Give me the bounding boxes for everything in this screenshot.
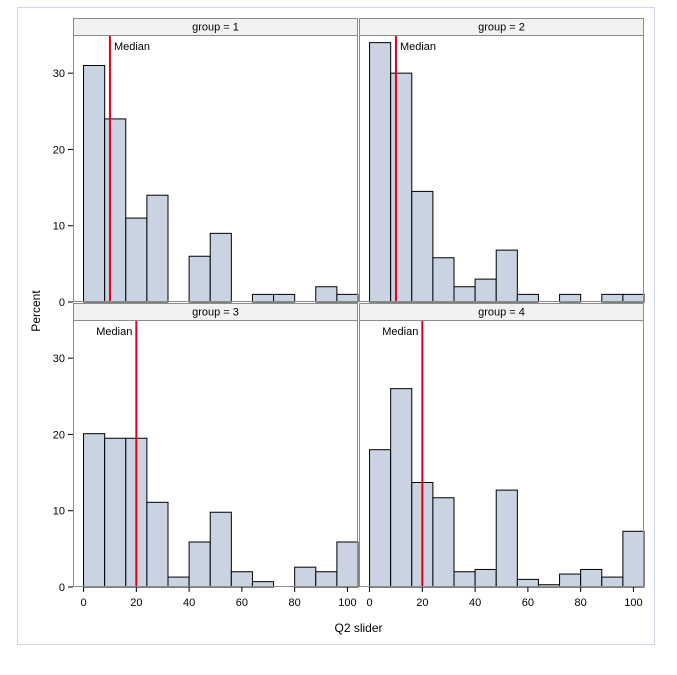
x-tick-label: 80	[289, 597, 301, 609]
histogram-bar	[336, 293, 359, 303]
panel-group-2: group = 2 Median	[359, 18, 645, 303]
x-tick-label: 60	[236, 597, 248, 609]
y-tick-label: 0	[59, 297, 65, 309]
histogram-bar	[188, 541, 211, 588]
panel-group-4: group = 4 Median 0 20 40 60 80 100	[359, 303, 645, 609]
histogram-bar	[601, 576, 624, 588]
plot-border	[73, 35, 358, 302]
histogram-bar	[474, 278, 497, 303]
histogram-bar	[188, 255, 211, 303]
median-label: Median	[114, 41, 150, 53]
x-tick-label: 0	[80, 597, 86, 609]
panel-title: group = 1	[192, 22, 239, 34]
y-tick-label: 20	[53, 429, 65, 441]
histogram-bar	[369, 42, 392, 303]
x-tick-label: 20	[130, 597, 142, 609]
histogram-bar	[432, 497, 455, 588]
histogram-bar	[209, 232, 232, 303]
x-tick-label: 40	[183, 597, 195, 609]
x-tick-label: 80	[575, 597, 587, 609]
x-tick-label: 40	[469, 597, 481, 609]
histogram-bar	[432, 257, 455, 303]
histogram-bar	[83, 65, 106, 303]
panel-group-1: group = 1 Median 0 10 20 30	[53, 18, 359, 309]
panel-group-3: group = 3 Median 0 10 20 30 0 20 40 60 80 100	[53, 303, 359, 609]
histogram-bar	[474, 568, 497, 588]
y-tick-label: 10	[53, 221, 65, 233]
histogram-bar	[294, 566, 317, 588]
x-tick-label: 0	[366, 597, 372, 609]
panel-title: group = 2	[478, 22, 525, 34]
histogram-bar	[104, 437, 127, 588]
y-tick-label: 0	[59, 582, 65, 594]
x-tick-label: 60	[522, 597, 534, 609]
histogram-bar	[146, 194, 169, 303]
y-tick-label: 30	[53, 68, 65, 80]
y-tick-label: 10	[53, 506, 65, 518]
x-tick-label: 20	[416, 597, 428, 609]
histogram-bar	[146, 501, 169, 588]
histogram-bar	[369, 449, 392, 588]
histogram-bar	[453, 571, 476, 588]
panel-title: group = 4	[478, 307, 525, 319]
histogram-bar	[495, 489, 518, 588]
x-tick-label: 100	[624, 597, 642, 609]
histogram-bar	[273, 293, 296, 303]
median-label: Median	[400, 41, 436, 53]
histogram-bar	[453, 286, 476, 303]
histogram-bar	[390, 72, 413, 303]
plot-border	[73, 320, 358, 587]
histogram-bar	[495, 249, 518, 303]
histogram-bar	[230, 571, 253, 588]
histogram-bar	[580, 568, 603, 588]
histogram-bar	[83, 433, 106, 588]
histogram-bar	[125, 217, 148, 303]
plot-border	[359, 320, 644, 587]
histogram-bar	[622, 530, 645, 588]
histogram-bar	[559, 573, 582, 588]
histogram-bar	[167, 576, 190, 588]
histogram-bar	[390, 388, 413, 588]
histogram-bar	[622, 293, 645, 303]
y-tick-label: 20	[53, 144, 65, 156]
histogram-bar	[209, 511, 232, 588]
histogram-bar	[559, 293, 582, 303]
histogram-bar	[104, 118, 127, 303]
histogram-bar	[601, 293, 624, 303]
median-label: Median	[382, 326, 418, 338]
panel-title: group = 3	[192, 307, 239, 319]
y-tick-label: 30	[53, 353, 65, 365]
histogram-bar	[516, 578, 539, 588]
x-axis-label: Q2 slider	[334, 621, 382, 635]
histogram-bar	[516, 293, 539, 303]
plot-border	[359, 35, 644, 302]
histogram-bar	[251, 293, 275, 303]
y-axis-label: Percent	[29, 290, 43, 332]
histogram-bar	[411, 190, 434, 303]
x-tick-label: 100	[338, 597, 356, 609]
median-label: Median	[96, 326, 132, 338]
histogram-bar	[315, 286, 338, 303]
histogram-bar	[336, 541, 359, 588]
histogram-bar	[315, 571, 338, 588]
